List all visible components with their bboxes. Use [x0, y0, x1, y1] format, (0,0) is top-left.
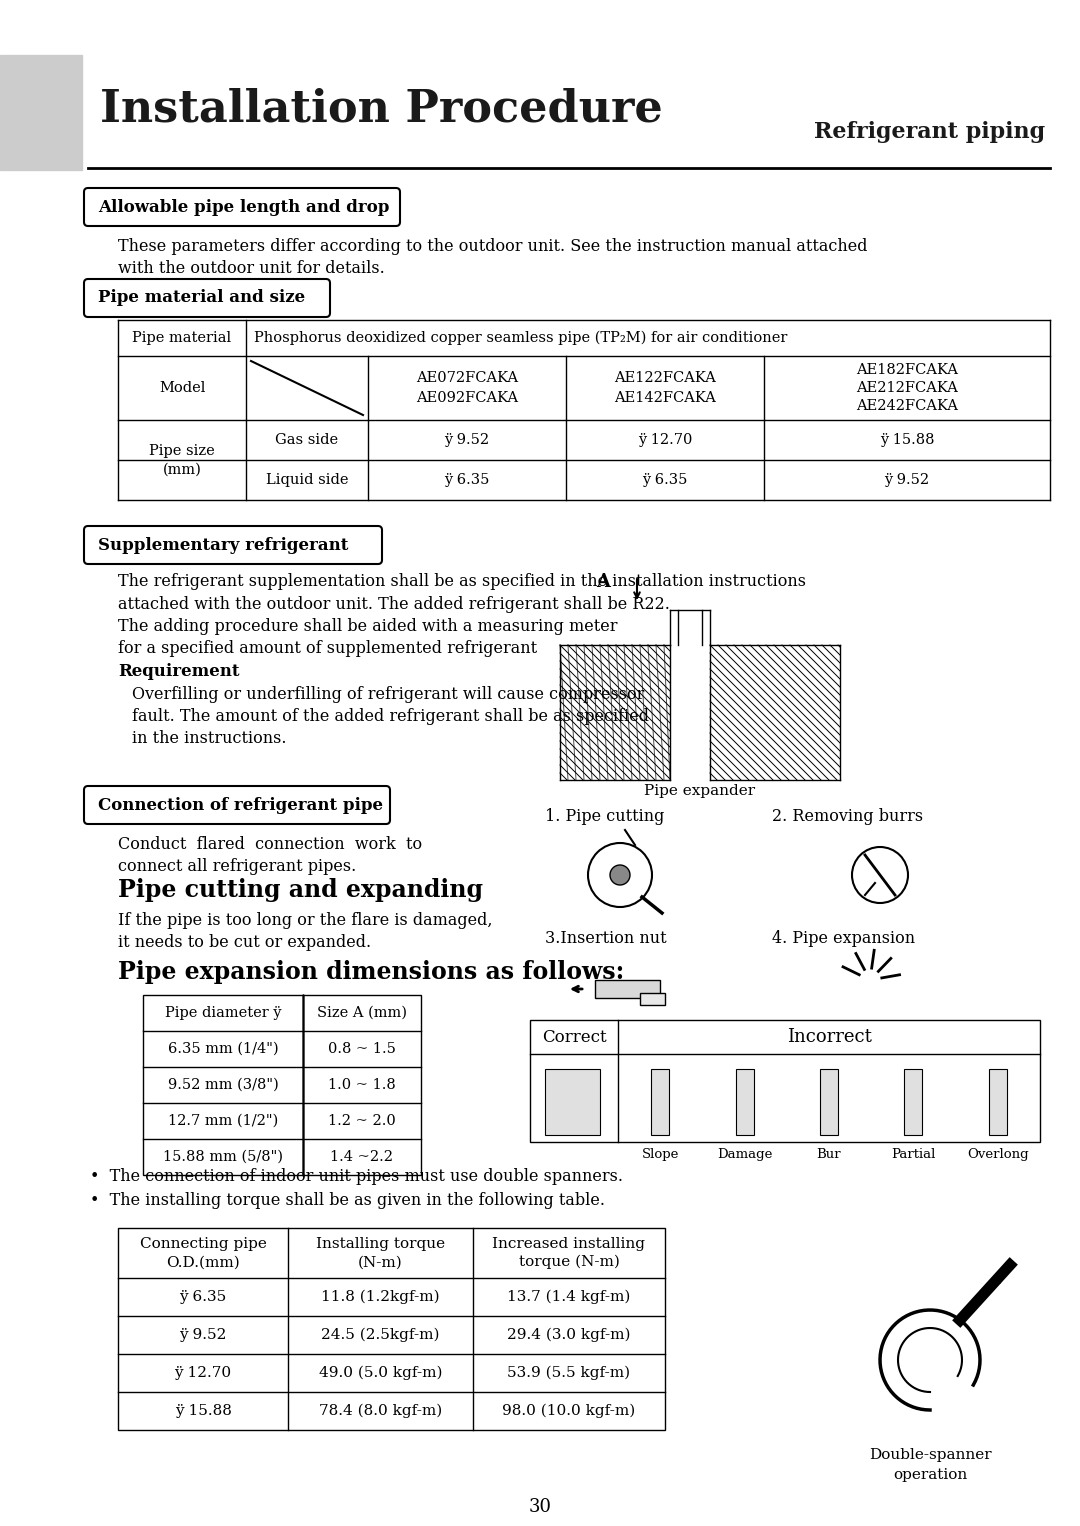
- Text: 4. Pipe expansion: 4. Pipe expansion: [772, 929, 915, 948]
- Text: Connecting pipe
O.D.(mm): Connecting pipe O.D.(mm): [139, 1236, 267, 1270]
- Text: Installation Procedure: Installation Procedure: [100, 87, 663, 130]
- Bar: [0, 55, 82, 169]
- Text: If the pipe is too long or the flare is damaged,: If the pipe is too long or the flare is …: [118, 913, 492, 929]
- Text: ÿ 9.52: ÿ 9.52: [885, 473, 930, 487]
- Text: AE182FCAKA
AE212FCAKA
AE242FCAKA: AE182FCAKA AE212FCAKA AE242FCAKA: [856, 363, 958, 414]
- Text: 13.7 (1.4 kgf-m): 13.7 (1.4 kgf-m): [508, 1289, 631, 1305]
- Text: Pipe material: Pipe material: [133, 331, 231, 345]
- Text: AE122FCAKA
AE142FCAKA: AE122FCAKA AE142FCAKA: [615, 371, 716, 404]
- Text: Pipe diameter ÿ: Pipe diameter ÿ: [165, 1006, 281, 1019]
- Text: 11.8 (1.2kgf-m): 11.8 (1.2kgf-m): [321, 1289, 440, 1305]
- Text: These parameters differ according to the outdoor unit. See the instruction manua: These parameters differ according to the…: [118, 238, 867, 255]
- FancyBboxPatch shape: [84, 786, 390, 824]
- Text: 1. Pipe cutting: 1. Pipe cutting: [545, 807, 664, 826]
- Text: Pipe expander: Pipe expander: [645, 784, 756, 798]
- Bar: [640, 993, 665, 1006]
- Text: •  The installing torque shall be as given in the following table.: • The installing torque shall be as give…: [90, 1192, 605, 1209]
- Text: for a specified amount of supplemented refrigerant: for a specified amount of supplemented r…: [118, 639, 537, 658]
- Text: 1.2 ~ 2.0: 1.2 ~ 2.0: [328, 1114, 396, 1128]
- Text: 0.8 ~ 1.5: 0.8 ~ 1.5: [328, 1042, 396, 1056]
- Text: Double-spanner
operation: Double-spanner operation: [868, 1448, 991, 1482]
- Text: A: A: [596, 572, 610, 591]
- Text: ÿ 15.88: ÿ 15.88: [880, 433, 934, 447]
- Text: Pipe cutting and expanding: Pipe cutting and expanding: [118, 877, 483, 902]
- Text: 98.0 (10.0 kgf-m): 98.0 (10.0 kgf-m): [502, 1404, 636, 1418]
- Text: Increased installing
torque (N-m): Increased installing torque (N-m): [492, 1236, 646, 1270]
- Text: 2. Removing burrs: 2. Removing burrs: [772, 807, 923, 826]
- Text: 1.0 ~ 1.8: 1.0 ~ 1.8: [328, 1077, 396, 1093]
- Text: Requirement: Requirement: [118, 662, 240, 681]
- Text: Overfilling or underfilling of refrigerant will cause compressor: Overfilling or underfilling of refrigera…: [132, 687, 645, 703]
- Text: it needs to be cut or expanded.: it needs to be cut or expanded.: [118, 934, 372, 951]
- Text: Conduct  flared  connection  work  to: Conduct flared connection work to: [118, 836, 422, 853]
- Text: 30: 30: [528, 1499, 552, 1515]
- Text: ÿ 15.88: ÿ 15.88: [175, 1404, 231, 1418]
- Text: Pipe expansion dimensions as follows:: Pipe expansion dimensions as follows:: [118, 960, 624, 984]
- Text: Model: Model: [159, 382, 205, 395]
- Text: fault. The amount of the added refrigerant shall be as specified: fault. The amount of the added refrigera…: [132, 708, 649, 725]
- Text: Installing torque
(N-m): Installing torque (N-m): [316, 1236, 445, 1270]
- Text: Gas side: Gas side: [275, 433, 338, 447]
- Text: ÿ 9.52: ÿ 9.52: [445, 433, 489, 447]
- Text: ÿ 12.70: ÿ 12.70: [638, 433, 692, 447]
- Text: ÿ 9.52: ÿ 9.52: [179, 1328, 227, 1341]
- Text: Bur: Bur: [816, 1148, 841, 1161]
- Text: Damage: Damage: [717, 1148, 772, 1161]
- Bar: [530, 1019, 1040, 1141]
- Bar: [545, 1070, 600, 1135]
- Text: The adding procedure shall be aided with a measuring meter: The adding procedure shall be aided with…: [118, 618, 618, 635]
- Text: 78.4 (8.0 kgf-m): 78.4 (8.0 kgf-m): [319, 1404, 442, 1418]
- Text: attached with the outdoor unit. The added refrigerant shall be R22.: attached with the outdoor unit. The adde…: [118, 597, 670, 613]
- Text: Refrigerant piping: Refrigerant piping: [814, 121, 1045, 143]
- FancyBboxPatch shape: [84, 279, 330, 317]
- Text: AE072FCAKA
AE092FCAKA: AE072FCAKA AE092FCAKA: [416, 371, 518, 404]
- Text: 6.35 mm (1/4"): 6.35 mm (1/4"): [167, 1042, 279, 1056]
- Text: Pipe size
(mm): Pipe size (mm): [149, 444, 215, 476]
- Bar: [651, 1070, 670, 1135]
- Text: connect all refrigerant pipes.: connect all refrigerant pipes.: [118, 858, 356, 874]
- Circle shape: [610, 865, 630, 885]
- Text: Phosphorus deoxidized copper seamless pipe (TP₂M) for air conditioner: Phosphorus deoxidized copper seamless pi…: [254, 331, 787, 345]
- Text: •  The connection of indoor unit pipes must use double spanners.: • The connection of indoor unit pipes mu…: [90, 1167, 623, 1186]
- FancyBboxPatch shape: [84, 526, 382, 565]
- Bar: [595, 980, 660, 998]
- Text: in the instructions.: in the instructions.: [132, 729, 286, 748]
- Text: 24.5 (2.5kgf-m): 24.5 (2.5kgf-m): [321, 1328, 440, 1343]
- Text: 9.52 mm (3/8"): 9.52 mm (3/8"): [167, 1077, 279, 1093]
- Text: with the outdoor unit for details.: with the outdoor unit for details.: [118, 259, 384, 278]
- Text: Correct: Correct: [542, 1029, 606, 1045]
- Text: Allowable pipe length and drop: Allowable pipe length and drop: [98, 198, 390, 215]
- Text: Liquid side: Liquid side: [266, 473, 348, 487]
- Bar: [735, 1070, 754, 1135]
- Text: Overlong: Overlong: [967, 1148, 1028, 1161]
- Text: ÿ 12.70: ÿ 12.70: [175, 1366, 231, 1380]
- Bar: [118, 1228, 665, 1430]
- Text: ÿ 6.35: ÿ 6.35: [643, 473, 688, 487]
- Text: 49.0 (5.0 kgf-m): 49.0 (5.0 kgf-m): [319, 1366, 442, 1380]
- Text: Partial: Partial: [891, 1148, 935, 1161]
- Text: The refrigerant supplementation shall be as specified in the installation instru: The refrigerant supplementation shall be…: [118, 572, 806, 591]
- Text: Supplementary refrigerant: Supplementary refrigerant: [98, 537, 349, 554]
- Text: ÿ 6.35: ÿ 6.35: [179, 1289, 227, 1305]
- Bar: [904, 1070, 922, 1135]
- Text: 29.4 (3.0 kgf-m): 29.4 (3.0 kgf-m): [508, 1328, 631, 1343]
- Text: Connection of refrigerant pipe: Connection of refrigerant pipe: [98, 797, 383, 813]
- Text: ÿ 6.35: ÿ 6.35: [444, 473, 489, 487]
- Bar: [820, 1070, 838, 1135]
- Text: Pipe material and size: Pipe material and size: [98, 290, 306, 307]
- Bar: [989, 1070, 1007, 1135]
- Text: 1.4 ~2.2: 1.4 ~2.2: [330, 1151, 393, 1164]
- Text: 12.7 mm (1/2"): 12.7 mm (1/2"): [167, 1114, 279, 1128]
- Text: Size A (mm): Size A (mm): [318, 1006, 407, 1019]
- Text: 53.9 (5.5 kgf-m): 53.9 (5.5 kgf-m): [508, 1366, 631, 1380]
- Text: 3.Insertion nut: 3.Insertion nut: [545, 929, 666, 948]
- Bar: [143, 995, 421, 1175]
- FancyBboxPatch shape: [84, 188, 400, 226]
- Text: Incorrect: Incorrect: [786, 1029, 872, 1045]
- Text: 15.88 mm (5/8"): 15.88 mm (5/8"): [163, 1151, 283, 1164]
- Text: Slope: Slope: [642, 1148, 679, 1161]
